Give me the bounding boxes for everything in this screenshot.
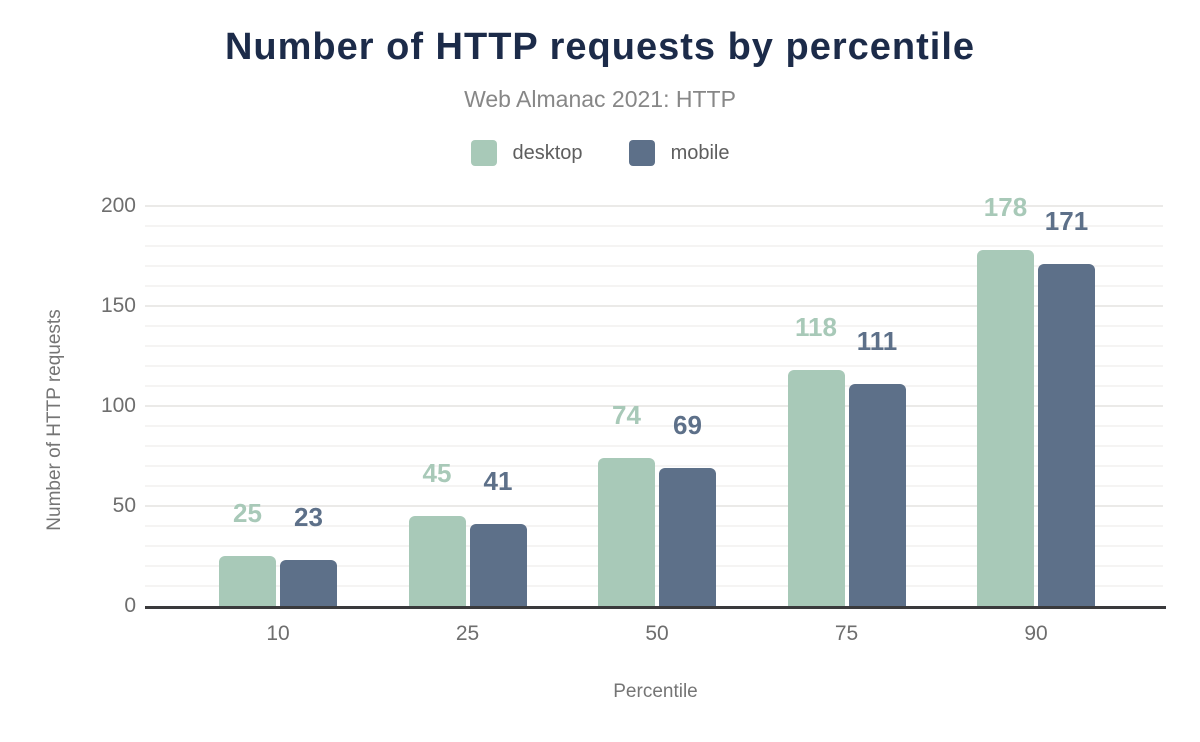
bar-value-label-mobile-p90: 171 [1044,206,1089,236]
gridline [145,205,1163,207]
gridline [145,445,1163,447]
y-axis-tick-label: 100 [100,394,136,417]
bar-value-label-desktop-p50: 74 [612,400,641,430]
bar-value-label-desktop-p90: 178 [983,192,1028,222]
gridline [145,425,1163,427]
legend-swatch-icon-desktop [470,140,497,166]
gridline [145,285,1163,287]
y-axis-tick-label: 50 [112,494,136,517]
gridline [145,305,1163,307]
legend-item-mobile: mobile [628,140,730,166]
bar-value-label-mobile-p50: 69 [673,410,702,440]
x-axis-tick-label: 25 [455,622,480,645]
bar-desktop-p75 [787,370,845,606]
gridline [145,325,1163,327]
x-axis-title: Percentile [613,681,698,702]
chart-subtitle: Web Almanac 2021: HTTP [464,86,736,112]
gridline [145,225,1163,227]
gridline [145,245,1163,247]
chart-legend: desktop mobile [0,140,1200,166]
y-axis-title: Number of HTTP requests [44,309,65,531]
bar-value-label-desktop-p10: 25 [233,498,262,528]
x-axis-tick-label: 50 [645,622,669,645]
bar-mobile-p50 [659,468,716,606]
bar-mobile-p90 [1038,264,1095,606]
legend-swatch-icon-mobile [628,140,655,166]
x-axis-tick-label: 10 [266,622,290,645]
gridline [145,385,1163,387]
x-axis-tick-label: 90 [1024,622,1048,645]
legend-label-mobile: mobile [670,141,730,164]
bar-mobile-p10 [280,560,337,606]
x-axis-tick-label: 75 [834,622,859,645]
y-axis-tick-label: 0 [124,594,136,617]
gridline [145,345,1163,347]
bar-mobile-p75 [848,384,906,606]
bar-desktop-p10 [219,556,276,606]
bar-value-label-desktop-p75: 118 [795,312,837,342]
y-axis-tick-label: 150 [100,294,136,317]
legend-label-desktop: desktop [512,141,583,164]
legend-item-desktop: desktop [470,140,583,166]
bar-value-label-mobile-p75: 111 [856,326,898,356]
gridline [145,405,1163,407]
bar-mobile-p25 [469,524,527,606]
chart-title: Number of HTTP requests by percentile [224,26,976,68]
y-axis-tick-label: 200 [100,194,136,217]
bar-desktop-p90 [977,250,1034,606]
bar-value-label-mobile-p10: 23 [294,502,323,532]
gridline [145,365,1163,367]
gridline [145,265,1163,267]
bar-value-label-mobile-p25: 41 [483,466,513,496]
x-axis-line [145,606,1166,609]
bar-desktop-p50 [598,458,655,606]
bar-value-label-desktop-p25: 45 [422,458,452,488]
bar-desktop-p25 [408,516,466,606]
